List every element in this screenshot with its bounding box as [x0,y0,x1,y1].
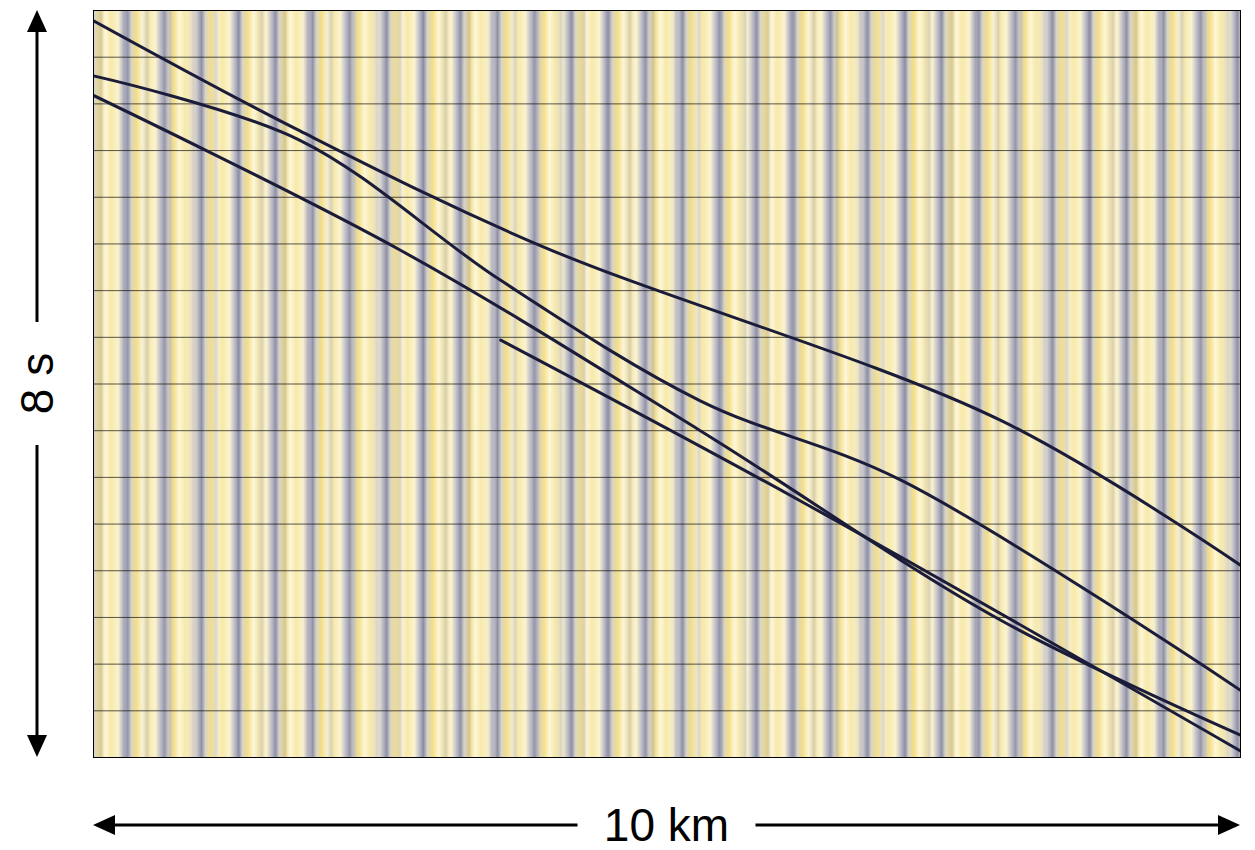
svg-text:10 km: 10 km [604,799,729,850]
svg-text:8 s: 8 s [11,353,63,414]
